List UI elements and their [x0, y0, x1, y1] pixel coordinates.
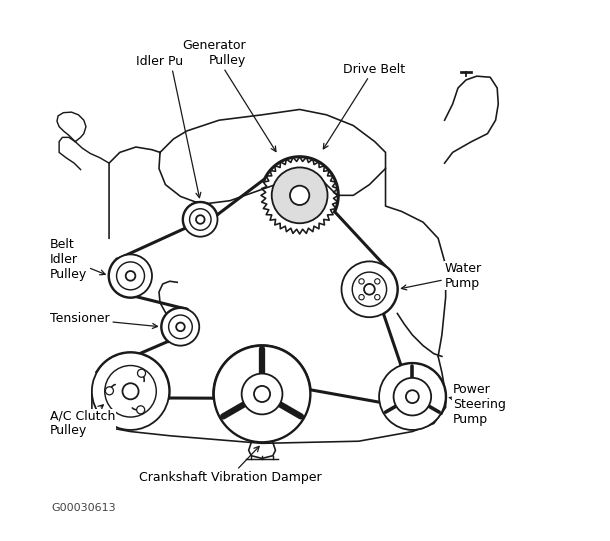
Circle shape — [109, 254, 152, 298]
Circle shape — [92, 353, 169, 430]
Circle shape — [271, 167, 328, 223]
Circle shape — [242, 374, 282, 414]
Text: Drive Belt: Drive Belt — [323, 63, 404, 149]
Circle shape — [105, 366, 156, 417]
Text: Idler Pulley: Idler Pulley — [136, 55, 205, 197]
Circle shape — [214, 346, 310, 443]
Circle shape — [254, 386, 270, 402]
Circle shape — [359, 294, 364, 300]
Circle shape — [117, 262, 145, 290]
Circle shape — [359, 279, 364, 284]
Text: Crankshaft Vibration Damper: Crankshaft Vibration Damper — [138, 446, 321, 484]
Circle shape — [162, 308, 199, 346]
Circle shape — [290, 186, 309, 205]
Circle shape — [137, 369, 146, 377]
Circle shape — [168, 315, 192, 339]
Text: Water
Pump: Water Pump — [401, 262, 482, 290]
Circle shape — [176, 322, 185, 331]
Text: Tensioner: Tensioner — [50, 312, 157, 328]
Circle shape — [196, 215, 204, 224]
Text: A/C Clutch
Pulley: A/C Clutch Pulley — [50, 405, 115, 438]
Circle shape — [364, 284, 375, 295]
Circle shape — [126, 271, 135, 281]
Circle shape — [137, 406, 145, 414]
Circle shape — [393, 378, 431, 415]
Circle shape — [342, 261, 397, 317]
Circle shape — [123, 383, 138, 399]
Circle shape — [406, 390, 419, 403]
Circle shape — [352, 272, 387, 306]
Circle shape — [106, 387, 113, 395]
Text: Generator
Pulley: Generator Pulley — [182, 39, 276, 151]
Text: Belt
Idler
Pulley: Belt Idler Pulley — [50, 238, 105, 281]
Text: Power
Steering
Pump: Power Steering Pump — [449, 383, 506, 426]
Circle shape — [190, 209, 211, 230]
Circle shape — [375, 279, 380, 284]
Circle shape — [379, 364, 446, 430]
Text: G00030613: G00030613 — [52, 503, 117, 513]
Circle shape — [183, 202, 218, 236]
Circle shape — [375, 294, 380, 300]
